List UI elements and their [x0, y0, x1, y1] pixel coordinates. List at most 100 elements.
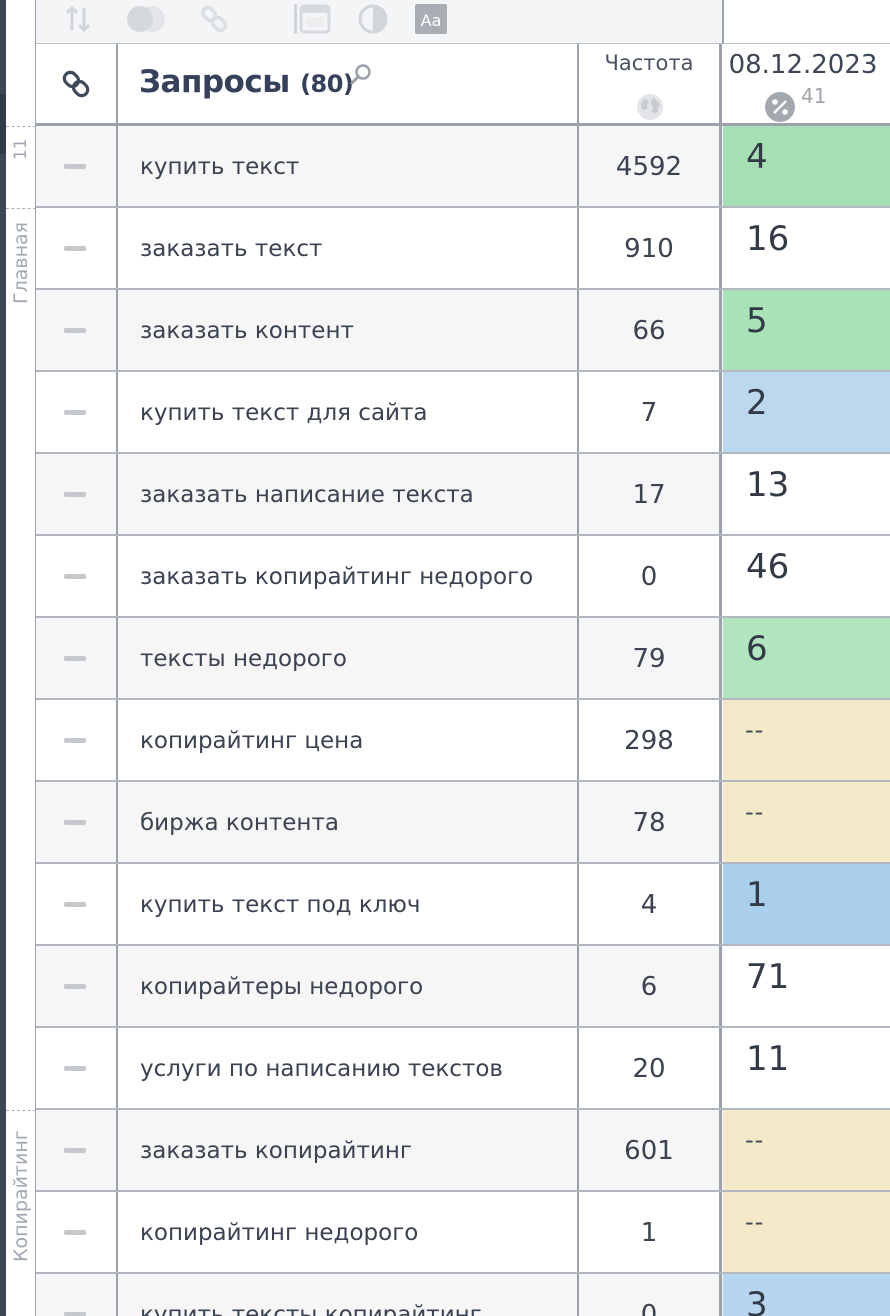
row-position-cell[interactable]: -- [723, 1110, 890, 1190]
row-link-cell[interactable] [36, 536, 118, 616]
unlinked-dash-icon[interactable] [64, 246, 86, 251]
header-date-column[interactable]: 08.12.2023 41 [723, 44, 890, 123]
unlinked-dash-icon[interactable] [64, 656, 86, 661]
row-query-cell[interactable]: купить текст [118, 126, 579, 206]
unlinked-dash-icon[interactable] [64, 328, 86, 333]
table-row[interactable]: услуги по написанию текстов 20 11 [36, 1028, 890, 1110]
row-query-cell[interactable]: купить текст для сайта [118, 372, 579, 452]
table-row[interactable]: заказать копирайтинг 601 -- [36, 1110, 890, 1192]
row-position-cell[interactable]: 6 [723, 618, 890, 698]
unlinked-dash-icon[interactable] [64, 984, 86, 989]
row-link-cell[interactable] [36, 1028, 118, 1108]
row-position-cell[interactable]: -- [723, 782, 890, 862]
table-row[interactable]: копирайтеры недорого 6 71 [36, 946, 890, 1028]
row-link-cell[interactable] [36, 1110, 118, 1190]
sort-icon[interactable] [62, 4, 94, 34]
contrast-icon[interactable] [356, 4, 390, 34]
header-frequency-column[interactable]: Частота [579, 44, 722, 123]
row-frequency-cell: 66 [579, 290, 722, 370]
unlinked-dash-icon[interactable] [64, 164, 86, 169]
unlinked-dash-icon[interactable] [64, 1230, 86, 1235]
row-query-cell[interactable]: копирайтинг недорого [118, 1192, 579, 1272]
toggle-circles-icon[interactable] [124, 4, 168, 34]
row-query-cell[interactable]: копирайтеры недорого [118, 946, 579, 1026]
row-position-cell[interactable]: 5 [723, 290, 890, 370]
group-marker-11[interactable]: 11 [6, 126, 36, 208]
row-query-cell[interactable]: купить тексты копирайтинг [118, 1274, 579, 1316]
row-query-cell[interactable]: копирайтинг цена [118, 700, 579, 780]
link-icon[interactable] [60, 68, 92, 100]
row-position-cell[interactable]: -- [723, 1192, 890, 1272]
row-query-cell[interactable]: биржа контента [118, 782, 579, 862]
row-query-cell[interactable]: заказать написание текста [118, 454, 579, 534]
table-row[interactable]: купить текст для сайта 7 2 [36, 372, 890, 454]
position-value: 16 [746, 219, 790, 259]
unlinked-dash-icon[interactable] [64, 492, 86, 497]
row-link-cell[interactable] [36, 782, 118, 862]
table-row[interactable]: копирайтинг цена 298 -- [36, 700, 890, 782]
link-chain-icon[interactable] [196, 4, 232, 34]
window-icon[interactable] [298, 4, 332, 34]
row-link-cell[interactable] [36, 864, 118, 944]
row-query-cell[interactable]: заказать контент [118, 290, 579, 370]
table-row[interactable]: копирайтинг недорого 1 -- [36, 1192, 890, 1274]
row-link-cell[interactable] [36, 946, 118, 1026]
globe-icon[interactable] [635, 92, 665, 126]
row-position-cell[interactable]: 71 [723, 946, 890, 1026]
row-link-cell[interactable] [36, 126, 118, 206]
row-position-cell[interactable]: 1 [723, 864, 890, 944]
table-row[interactable]: заказать копирайтинг недорого 0 46 [36, 536, 890, 618]
group-marker-copywriting[interactable]: Копирайтинг [6, 1110, 36, 1316]
row-query-cell[interactable]: тексты недорого [118, 618, 579, 698]
unlinked-dash-icon[interactable] [64, 738, 86, 743]
row-link-cell[interactable] [36, 372, 118, 452]
row-query-cell[interactable]: заказать текст [118, 208, 579, 288]
row-position-cell[interactable]: 2 [723, 372, 890, 452]
table-row[interactable]: заказать текст 910 16 [36, 208, 890, 290]
row-position-cell[interactable]: 4 [723, 126, 890, 206]
row-link-cell[interactable] [36, 208, 118, 288]
row-link-cell[interactable] [36, 290, 118, 370]
table-row[interactable]: заказать написание текста 17 13 [36, 454, 890, 536]
row-query-cell[interactable]: купить текст под ключ [118, 864, 579, 944]
row-link-cell[interactable] [36, 454, 118, 534]
table-row[interactable]: купить тексты копирайтинг 0 3 [36, 1274, 890, 1316]
row-link-cell[interactable] [36, 1274, 118, 1316]
row-position-cell[interactable]: 13 [723, 454, 890, 534]
row-query-cell[interactable]: заказать копирайтинг [118, 1110, 579, 1190]
unlinked-dash-icon[interactable] [64, 1066, 86, 1071]
row-query-cell[interactable]: заказать копирайтинг недорого [118, 536, 579, 616]
frequency-value: 910 [624, 234, 674, 264]
row-position-cell[interactable]: 46 [723, 536, 890, 616]
unlinked-dash-icon[interactable] [64, 902, 86, 907]
unlinked-dash-icon[interactable] [64, 410, 86, 415]
header-link-column[interactable] [36, 44, 118, 123]
unlinked-dash-icon[interactable] [64, 574, 86, 579]
row-position-cell[interactable]: 11 [723, 1028, 890, 1108]
search-icon[interactable] [349, 63, 373, 91]
row-position-cell[interactable]: 3 [723, 1274, 890, 1316]
row-link-cell[interactable] [36, 1192, 118, 1272]
query-text: биржа контента [140, 810, 339, 836]
row-position-cell[interactable]: 16 [723, 208, 890, 288]
query-text: заказать копирайтинг недорого [140, 564, 534, 590]
query-text: копирайтинг цена [140, 728, 364, 754]
table-row[interactable]: заказать контент 66 5 [36, 290, 890, 372]
table-row[interactable]: купить текст под ключ 4 1 [36, 864, 890, 946]
row-position-cell[interactable]: -- [723, 700, 890, 780]
row-query-cell[interactable]: услуги по написанию текстов [118, 1028, 579, 1108]
table-row[interactable]: биржа контента 78 -- [36, 782, 890, 864]
header-query-column[interactable]: Запросы (80) [118, 44, 579, 123]
unlinked-dash-icon[interactable] [64, 820, 86, 825]
font-size-icon[interactable]: Aa [414, 4, 448, 34]
row-link-cell[interactable] [36, 618, 118, 698]
frequency-value: 4592 [615, 152, 683, 182]
row-link-cell[interactable] [36, 700, 118, 780]
table-row[interactable]: тексты недорого 79 6 [36, 618, 890, 700]
group-marker-main[interactable]: Главная [6, 208, 36, 1110]
unlinked-dash-icon[interactable] [64, 1312, 86, 1316]
frequency-value: 7 [640, 398, 658, 428]
percent-icon[interactable] [765, 92, 795, 122]
table-row[interactable]: купить текст 4592 4 [36, 126, 890, 208]
unlinked-dash-icon[interactable] [64, 1148, 86, 1153]
